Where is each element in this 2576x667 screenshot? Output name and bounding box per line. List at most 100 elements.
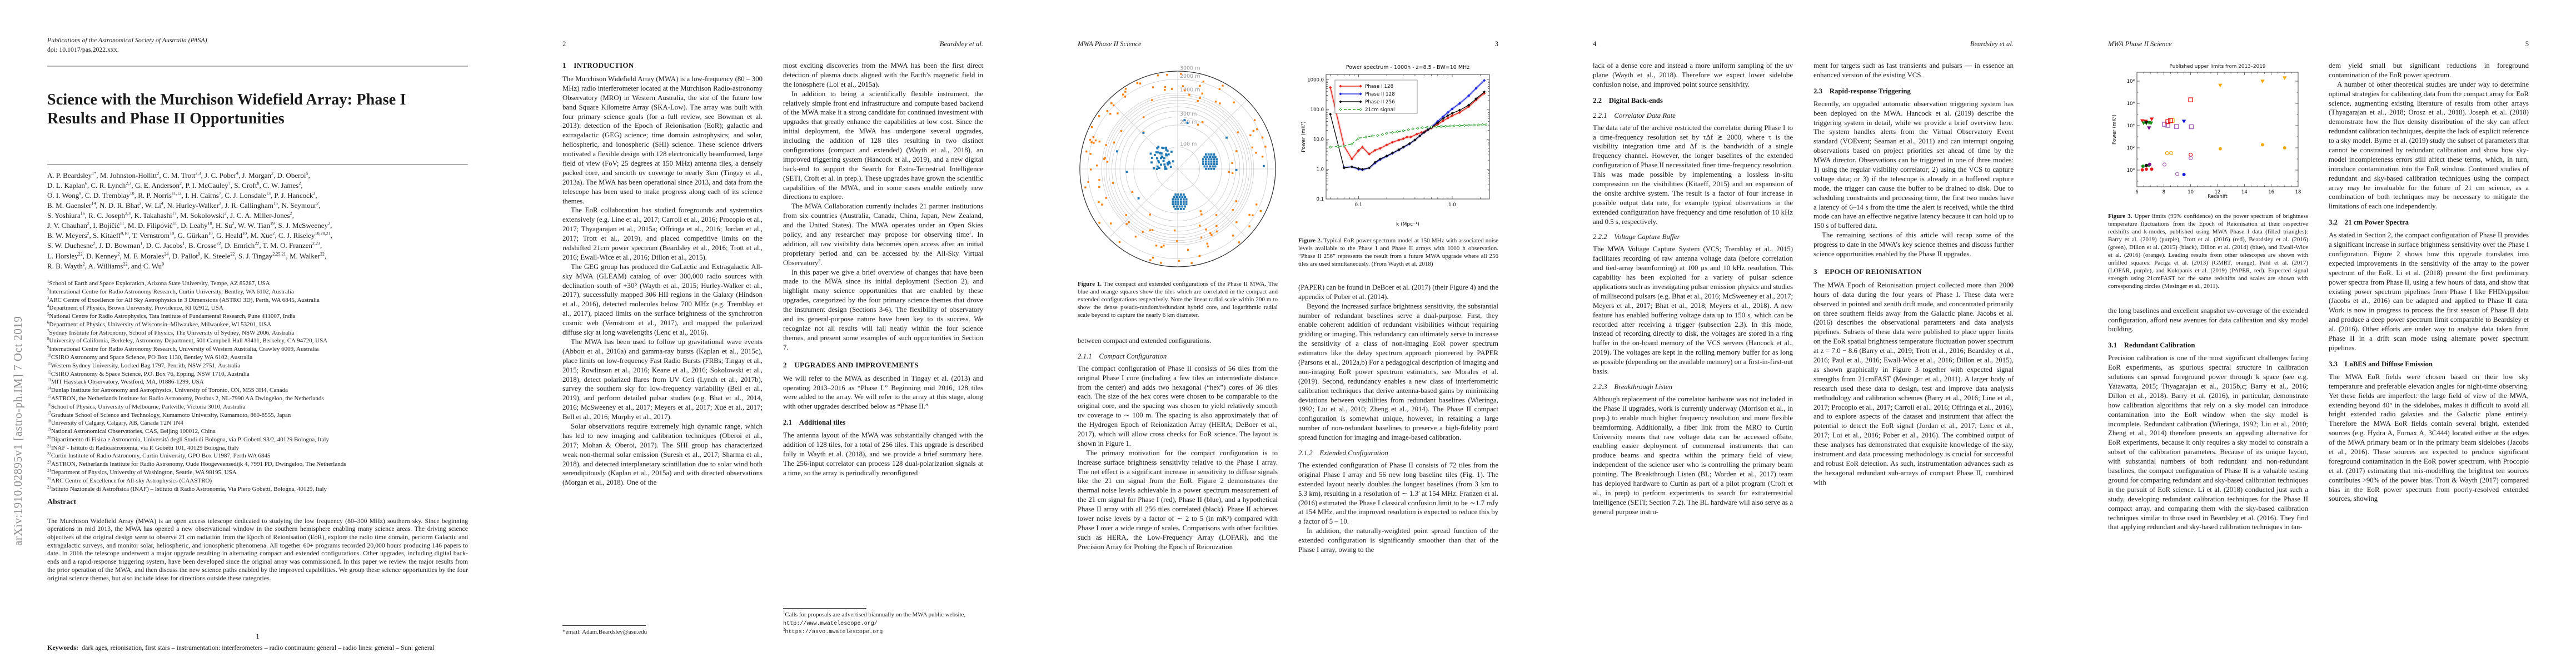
affiliation-line: 17Graduate School of Science and Technol… — [47, 411, 291, 419]
affiliation-line: 18University of Calgary, Calgary, AB, Ca… — [47, 419, 183, 427]
footnote: 2https://asvo.mwatelescope.org — [783, 628, 883, 635]
paragraph: Precision calibration is one of the most… — [2108, 354, 2308, 531]
affiliation-line: 7Sydney Institute for Astronomy, School … — [47, 329, 295, 336]
page-number: 1 — [256, 633, 260, 640]
paragraph: In this paper we give a brief overview o… — [783, 268, 983, 351]
column-right: Power spectrum - 1000h - z=8.5 - BW=10 M… — [1298, 61, 1498, 637]
paragraph: The EoR collaboration has studied foregr… — [562, 206, 763, 261]
affiliation-line: 22Curtin Institute of Radio Astronomy, C… — [47, 452, 271, 460]
running-header-left: 4 — [1593, 40, 1597, 48]
svg-text:10.0: 10.0 — [1313, 137, 1324, 143]
title-rule-bottom — [47, 164, 468, 165]
paragraph: A number of other theoretical studies ar… — [2329, 80, 2529, 211]
svg-text:100.0: 100.0 — [1311, 107, 1324, 113]
svg-text:0.1: 0.1 — [1355, 202, 1363, 208]
running-header-left: MWA Phase II Science — [1078, 40, 1142, 48]
affiliation-line: 6Department of Physics, University of Wi… — [47, 321, 272, 328]
running-header-right: 5 — [2525, 40, 2529, 48]
figure-caption: Figure 3. Upper limits (95% confidence) … — [2108, 213, 2308, 290]
paragraph: dem yield small but significant reductio… — [2329, 62, 2529, 79]
footnote-rule — [783, 608, 866, 609]
svg-text:Phase I 128: Phase I 128 — [1365, 84, 1393, 89]
paragraph: We will refer to the MWA as described in… — [783, 374, 983, 411]
section-heading: 2.2.3 Breakthrough Listen — [1593, 382, 1673, 391]
section-heading: 2.2 Digital Back-ends — [1593, 96, 1663, 104]
page-4: 4 Beardsley et al. lack of a dense core … — [1546, 0, 2061, 667]
affiliation-line: 10CSIRO Astronomy and Space Science, PO … — [47, 354, 253, 361]
paragraph: The extended configuration of Phase II c… — [1298, 461, 1498, 526]
affiliation-line: 1School of Earth and Space Exploration, … — [47, 280, 270, 287]
affiliation-line: 21INAF - Istituto di Radioastronomia, vi… — [47, 444, 240, 451]
paragraph: In addition, the naturally-weighted poin… — [1298, 527, 1498, 554]
column-right: dem yield small but significant reductio… — [2329, 61, 2529, 637]
running-header-right: 3 — [1494, 40, 1498, 48]
author-list: A. P. Beardsley1*, M. Johnston-Hollitt2,… — [47, 171, 468, 271]
section-heading: 2.3 Rapid-response Triggering — [1813, 87, 1911, 95]
svg-text:Redshift: Redshift — [2208, 194, 2228, 200]
paragraph: The MWA Voltage Capture System (VCS; Tre… — [1593, 245, 1793, 376]
affiliation-line: 20Dipartimento di Fisica e Astronomia, U… — [47, 436, 329, 443]
affiliation-line: 12CSIRO Astronomy & Space Science, P.O. … — [47, 370, 250, 377]
url-link[interactable]: http://www.mwatelescope.org/ — [783, 620, 878, 627]
svg-text:0.1: 0.1 — [1316, 197, 1324, 202]
affiliation-line: 19National Astronomical Observatories, C… — [47, 427, 216, 435]
paragraph: most exciting discoveries from the MWA h… — [783, 62, 983, 88]
svg-text:100 m: 100 m — [1180, 141, 1197, 147]
svg-text:Phase II 128: Phase II 128 — [1365, 92, 1395, 97]
paragraph: As stated in Section 2, the compact conf… — [2329, 231, 2529, 352]
affiliation-line: 15ASTRON, the Netherlands Institute for … — [47, 395, 324, 402]
paragraph: The MWA Epoch of Reionisation project co… — [1813, 281, 2014, 486]
page-columns: Published upper limits from 2013–2019 6 8 1… — [2108, 61, 2529, 637]
affiliation-line: 21Istituto Nazionale di Astrofisica (INA… — [47, 485, 327, 492]
svg-text:k (Mpc⁻¹): k (Mpc⁻¹) — [1396, 222, 1419, 227]
svg-text:10: 10 — [2188, 190, 2194, 195]
author-line: R. B. Wayth2, A. Williams22, and C. Wu9 — [47, 261, 165, 270]
paragraph: The remaining sections of this article w… — [1813, 231, 2014, 258]
affiliation-line: 3ARC Centre of Excellence for All Sky As… — [47, 296, 320, 303]
footnote-block: 1Calls for proposals are advertised bian… — [783, 608, 983, 636]
svg-text:10⁴: 10⁴ — [2127, 123, 2135, 129]
figure-label: Figure 1. — [1078, 281, 1102, 287]
section-heading: 2.2.1 Correlator Data Rate — [1593, 111, 1676, 120]
section-heading: 2.1.2 Extended Configuration — [1298, 449, 1388, 457]
author-line: B. W. Meyers2, S. Kitaeff9,10, T. Vernst… — [47, 231, 332, 240]
author-line: O. I. Wong9, C. D. Tremblay10, R. P. Nor… — [47, 191, 317, 200]
svg-text:1000.0: 1000.0 — [1307, 77, 1324, 83]
running-header-right: Beardsley et al. — [1970, 40, 2014, 48]
svg-text:12: 12 — [2215, 190, 2221, 195]
affiliation-line: 25ARC Centre of Excellence for All-sky A… — [47, 477, 212, 484]
paragraph: lack of a dense core and instead a more … — [1593, 62, 1793, 88]
author-line: L. Horsley22, D. Kenney2, M. F. Morales2… — [47, 251, 327, 260]
page-3: MWA Phase II Science 3 3000 m 2000 m 1000 … — [1030, 0, 1546, 667]
author-line: D. L. Kaplan6, C. R. Lynch2,3, G. E. And… — [47, 181, 303, 190]
footnote-rule — [562, 625, 646, 626]
figure2-power-spectrum: Power spectrum - 1000h - z=8.5 - BW=10 M… — [1298, 61, 1498, 231]
svg-text:Power spectrum - 1000h - z=8.5: Power spectrum - 1000h - z=8.5 - BW=10 M… — [1346, 64, 1469, 71]
affiliation-line: 2International Centre for Radio Astronom… — [47, 288, 294, 295]
page-2: 2 Beardsley et al. 1 INTRODUCTION The Mur… — [515, 0, 1030, 667]
paragraph: The MWA EoR fields were chosen based on … — [2329, 372, 2529, 503]
running-header: MWA Phase II Science 3 — [1078, 40, 1498, 48]
column-left: Published upper limits from 2013–2019 6 8 1… — [2108, 61, 2308, 637]
svg-text:2000 m: 2000 m — [1180, 73, 1200, 79]
author-line: B. M. Gaensler14, N. D. R. Bhat2, W. Li4… — [47, 201, 321, 210]
paragraph: In addition to being a scientifically fl… — [783, 89, 983, 201]
svg-text:18: 18 — [2295, 190, 2301, 195]
url-link[interactable]: https://asvo.mwatelescope.org — [785, 629, 883, 635]
journal-header: Publications of the Astronomical Society… — [47, 36, 468, 54]
section-heading: 3.3 LoBES and Diffuse Emission — [2329, 360, 2433, 368]
affiliation-line: 8University of California, Berkeley, Ast… — [47, 337, 328, 345]
running-header: 2 Beardsley et al. — [562, 40, 983, 48]
svg-text:3000 m: 3000 m — [1180, 66, 1200, 72]
svg-text:16: 16 — [2268, 190, 2274, 195]
paper-title: Science with the Murchison Widefield Arr… — [47, 91, 406, 127]
paragraph: The data rate of the archive restricted … — [1593, 123, 1793, 226]
section-heading: 3.1 Redundant Calibration — [2108, 341, 2195, 350]
affiliation-line: 23ASTRON, Netherlands Institute for Radi… — [47, 460, 346, 468]
column-right: ment for targets such as fast transients… — [1813, 61, 2014, 637]
spacer — [1298, 268, 1498, 283]
svg-text:21cm signal: 21cm signal — [1365, 107, 1394, 113]
figure3-upper-limits: Published upper limits from 2013–2019 6 8 1… — [2108, 61, 2308, 207]
journal-doi: doi: 10.1017/pas.2022.xxx. — [47, 46, 119, 54]
